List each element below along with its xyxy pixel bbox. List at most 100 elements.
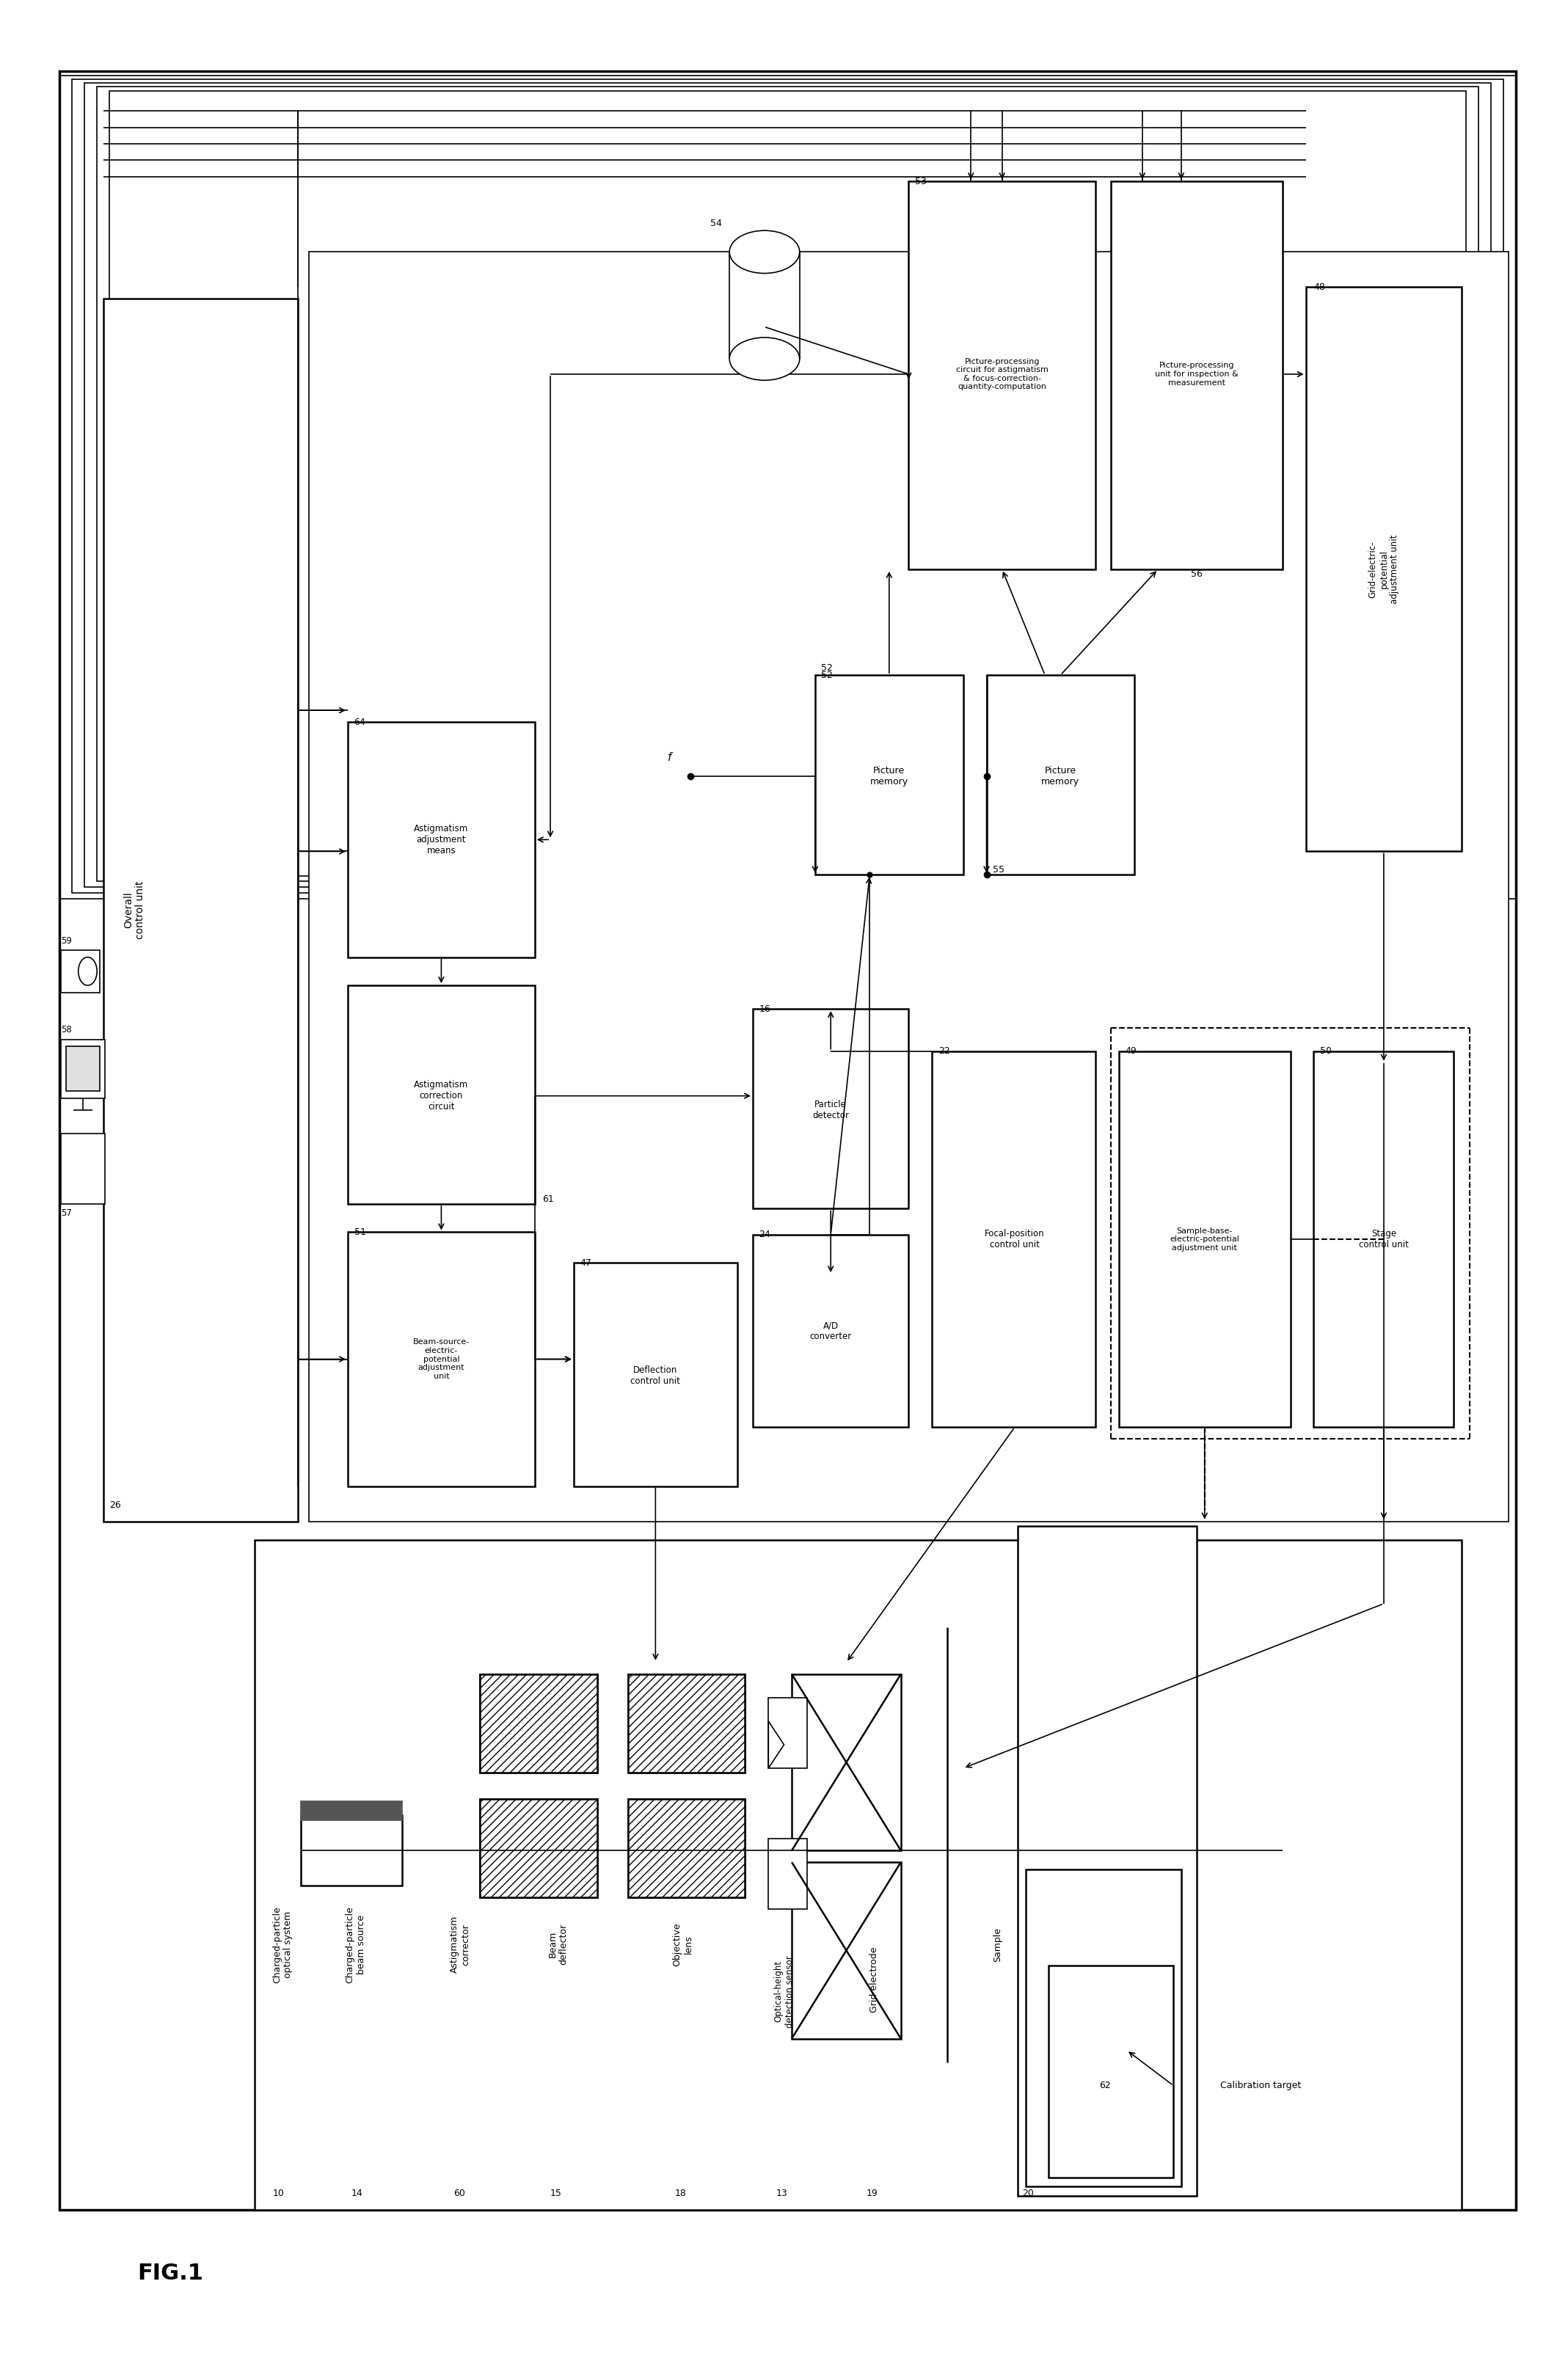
Text: 16: 16 [759,1003,770,1013]
Bar [986,675,1135,876]
Ellipse shape [729,338,800,380]
Text: Astigmatism
correction
circuit: Astigmatism correction circuit [414,1079,469,1112]
Text: Sample-base-
electric-potential
adjustment unit: Sample-base- electric-potential adjustme… [1170,1228,1239,1251]
Bar [768,1698,808,1768]
Bar [97,87,1479,881]
Text: Overall
control unit: Overall control unit [124,881,146,940]
Bar [629,1674,745,1773]
Bar [931,1051,1096,1428]
Text: Sample: Sample [993,1927,1002,1962]
Bar [1306,288,1461,852]
Text: 56: 56 [1192,569,1203,578]
Bar [629,1799,745,1898]
Text: 48: 48 [1314,283,1325,293]
Text: Picture-processing
circuit for astigmatism
& focus-correction-
quantity-computat: Picture-processing circuit for astigmati… [956,359,1049,390]
Text: 51: 51 [354,1228,365,1237]
Text: 26: 26 [110,1499,121,1509]
Text: Beam
deflector: Beam deflector [547,1924,568,1964]
Bar [480,1674,597,1773]
Text: 22: 22 [938,1046,950,1055]
Bar [629,1674,745,1773]
Text: Astigmatism
adjustment
means: Astigmatism adjustment means [414,824,469,855]
Bar [301,1801,403,1820]
Text: 19: 19 [867,2189,878,2198]
Bar [1025,1870,1181,2186]
Text: 14: 14 [351,2189,362,2198]
Text: Charged-particle
optical system: Charged-particle optical system [273,1905,293,1983]
Text: 15: 15 [550,2189,561,2198]
Bar [301,1816,403,1886]
Text: A/D
converter: A/D converter [809,1320,851,1341]
Bar [908,182,1096,569]
Text: 57: 57 [61,1209,72,1218]
Text: Astigmatism
corrector: Astigmatism corrector [450,1915,470,1974]
Bar [110,90,1466,876]
Text: Grid-electric-
potential
adjustment unit: Grid-electric- potential adjustment unit [1367,534,1400,604]
Text: Grid electrode: Grid electrode [870,1948,880,2012]
Text: f: f [668,751,671,763]
Text: 50: 50 [1320,1046,1331,1055]
Bar [792,1674,902,1851]
Text: Objective
lens: Objective lens [673,1922,693,1967]
Bar [753,1235,908,1428]
Bar [768,1839,808,1910]
Text: 53: 53 [914,177,927,187]
Bar [348,985,535,1204]
Text: 55: 55 [993,866,1005,876]
Polygon shape [768,1721,784,1768]
Text: Focal-position
control unit: Focal-position control unit [985,1230,1044,1249]
Text: 59: 59 [61,935,72,944]
Bar [480,1799,597,1898]
Bar [103,300,298,1520]
Bar [85,83,1491,888]
Bar [309,253,1508,1520]
Text: 58: 58 [61,1025,72,1034]
Text: 54: 54 [710,220,721,229]
Text: 13: 13 [776,2189,787,2198]
Text: 52: 52 [822,671,833,680]
Bar [348,1232,535,1485]
Bar [60,76,1516,900]
Text: Beam-source-
electric-
potential
adjustment
unit: Beam-source- electric- potential adjustm… [412,1339,470,1379]
Text: 62: 62 [1099,2080,1112,2089]
Text: Stage
control unit: Stage control unit [1359,1230,1408,1249]
Bar [254,1539,1461,2210]
Bar [792,1863,902,2038]
Text: 24: 24 [759,1230,770,1240]
Text: 64: 64 [354,718,365,727]
Text: 47: 47 [580,1258,591,1268]
Bar [1120,1051,1290,1428]
Text: 60: 60 [453,2189,466,2198]
Bar [1314,1051,1454,1428]
Bar [629,1799,745,1898]
Bar [574,1263,737,1485]
Bar [480,1799,597,1898]
Text: 61: 61 [543,1195,554,1204]
Text: 20: 20 [1022,2189,1033,2198]
Bar [61,1133,105,1204]
Text: Picture
memory: Picture memory [870,765,908,786]
Bar [753,1008,908,1209]
Text: Charged-particle
beam source: Charged-particle beam source [345,1905,365,1983]
Bar [61,949,100,992]
Text: FIG.1: FIG.1 [138,2262,204,2283]
Bar [61,1039,105,1098]
Text: Optical-height
detection sensor: Optical-height detection sensor [773,1955,795,2028]
Bar [1018,1525,1196,2196]
Ellipse shape [729,231,800,274]
Text: 52: 52 [822,663,833,673]
Bar [1049,1967,1173,2177]
Text: Deflection
control unit: Deflection control unit [630,1365,681,1386]
Text: Particle
detector: Particle detector [812,1100,850,1119]
Text: Picture
memory: Picture memory [1041,765,1080,786]
Bar [66,1046,100,1091]
Text: Calibration target: Calibration target [1220,2080,1301,2089]
Bar [1112,182,1283,569]
Text: Picture-processing
unit for inspection &
measurement: Picture-processing unit for inspection &… [1156,361,1239,387]
Bar [348,722,535,956]
Text: 49: 49 [1126,1046,1137,1055]
Bar [815,675,963,876]
Bar [72,80,1504,892]
Bar [480,1674,597,1773]
Text: 18: 18 [674,2189,687,2198]
